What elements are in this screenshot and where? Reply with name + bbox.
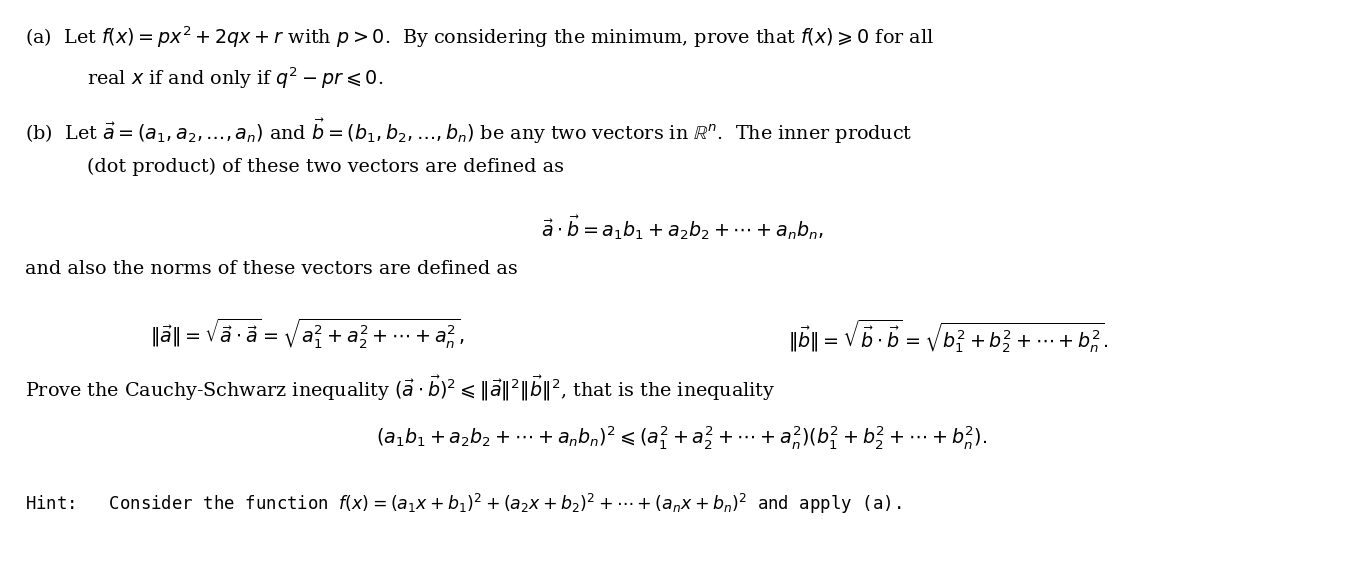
- Text: (a)  Let $f(x) = px^2 + 2qx + r$ with $p > 0$.  By considering the minimum, prov: (a) Let $f(x) = px^2 + 2qx + r$ with $p …: [25, 24, 933, 50]
- Text: Prove the Cauchy-Schwarz inequality $(\vec{a} \cdot \vec{b})^2 \leqslant \|\vec{: Prove the Cauchy-Schwarz inequality $(\v…: [25, 374, 775, 403]
- Text: $\vec{a} \cdot \vec{b} = a_1 b_1 + a_2 b_2 + \cdots + a_n b_n,$: $\vec{a} \cdot \vec{b} = a_1 b_1 + a_2 b…: [540, 213, 824, 242]
- Text: (b)  Let $\vec{a} = (a_1, a_2, \ldots, a_n)$ and $\vec{b} = (b_1, b_2, \ldots, b: (b) Let $\vec{a} = (a_1, a_2, \ldots, a_…: [25, 116, 913, 146]
- Text: and also the norms of these vectors are defined as: and also the norms of these vectors are …: [25, 260, 517, 278]
- Text: (dot product) of these two vectors are defined as: (dot product) of these two vectors are d…: [87, 158, 565, 176]
- Text: $\|\vec{a}\| = \sqrt{\vec{a} \cdot \vec{a}} = \sqrt{a_1^2 + a_2^2 + \cdots + a_n: $\|\vec{a}\| = \sqrt{\vec{a} \cdot \vec{…: [150, 317, 464, 352]
- Text: Hint:   Consider the function $f(x) = (a_1 x + b_1)^2 + (a_2 x + b_2)^2 + \cdots: Hint: Consider the function $f(x) = (a_1…: [25, 492, 900, 516]
- Text: $(a_1 b_1 + a_2 b_2 + \cdots + a_n b_n)^2 \leqslant (a_1^2 + a_2^2 + \cdots + a_: $(a_1 b_1 + a_2 b_2 + \cdots + a_n b_n)^…: [376, 424, 988, 450]
- Text: real $x$ if and only if $q^2 - pr \leqslant 0$.: real $x$ if and only if $q^2 - pr \leqsl…: [87, 66, 383, 91]
- Text: $\|\vec{b}\| = \sqrt{\vec{b} \cdot \vec{b}} = \sqrt{b_1^2 + b_2^2 + \cdots + b_n: $\|\vec{b}\| = \sqrt{\vec{b} \cdot \vec{…: [787, 317, 1109, 355]
